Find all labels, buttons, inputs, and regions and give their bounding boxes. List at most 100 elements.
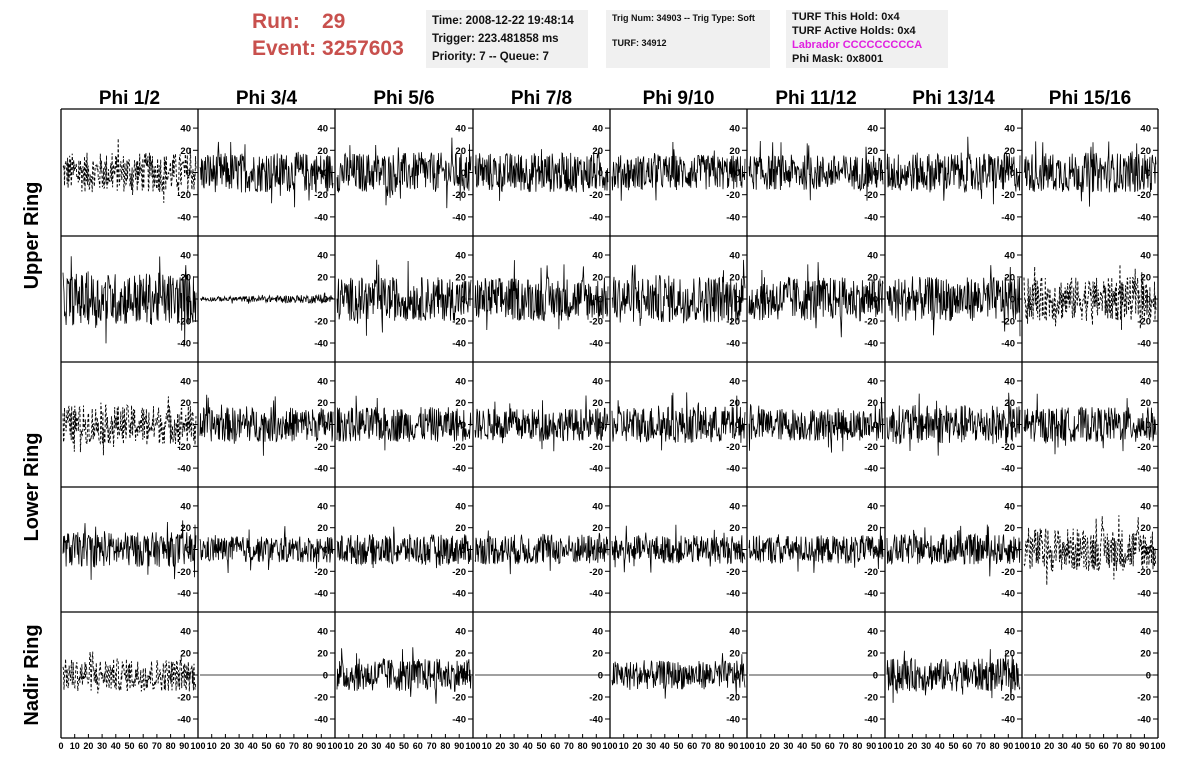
- waveform-trace: [199, 141, 334, 208]
- y-tick-label: -40: [177, 212, 191, 223]
- y-tick-label: -40: [726, 212, 740, 223]
- x-tick-label: 20: [83, 741, 93, 751]
- x-tick-label: 80: [990, 741, 1000, 751]
- y-tick-label: -20: [864, 190, 878, 201]
- x-tick-label: 100: [739, 741, 754, 751]
- y-tick-label: -40: [177, 339, 191, 350]
- waveform-trace: [748, 526, 884, 573]
- x-tick-label: 100: [1150, 741, 1165, 751]
- y-tick-label: 40: [180, 627, 191, 638]
- waveform-trace: [336, 395, 472, 451]
- y-tick-label: 40: [455, 627, 466, 638]
- waveform-panel: 40 20 0 -20 -40: [611, 251, 747, 350]
- x-tick-label: 60: [962, 741, 972, 751]
- waveform-trace: [474, 149, 609, 201]
- x-tick-label: 90: [1139, 741, 1149, 751]
- waveform-panel: 40 20 0 -20 -40: [200, 251, 335, 350]
- x-tick-label: 20: [495, 741, 505, 751]
- x-tick-label: 70: [976, 741, 986, 751]
- y-tick-label: -20: [1137, 693, 1151, 704]
- y-tick-label: 40: [455, 376, 466, 387]
- y-tick-label: 40: [592, 501, 603, 512]
- column-header: Phi 5/6: [373, 88, 434, 109]
- y-tick-label: -40: [589, 339, 603, 350]
- y-tick-label: 0: [323, 168, 328, 179]
- waveform-trace: [199, 526, 334, 574]
- y-tick-label: 20: [317, 649, 328, 660]
- waveform-panel: 40 20 0 -20 -40: [62, 501, 198, 600]
- run-label: Run:: [252, 10, 300, 33]
- y-tick-label: -40: [177, 715, 191, 726]
- x-tick-label: 80: [715, 741, 725, 751]
- y-tick-label: 40: [729, 627, 740, 638]
- x-tick-label: 70: [289, 741, 299, 751]
- column-header: Phi 7/8: [511, 88, 572, 109]
- x-tick-label: 80: [440, 741, 450, 751]
- waveform-trace: [886, 649, 1021, 703]
- y-tick-label: 0: [186, 545, 191, 556]
- y-tick-label: -20: [452, 567, 466, 578]
- x-tick-label: 60: [825, 741, 835, 751]
- waveform-panel: 40 20 0 -20 -40: [886, 627, 1022, 726]
- y-tick-label: 0: [1146, 420, 1151, 431]
- y-tick-label: 0: [1010, 420, 1015, 431]
- waveform-trace: [62, 256, 197, 345]
- x-tick-label: 30: [921, 741, 931, 751]
- x-tick-label: 70: [701, 741, 711, 751]
- waveform-trace: [1023, 264, 1157, 330]
- y-tick-label: -20: [589, 317, 603, 328]
- y-tick-label: 20: [867, 273, 878, 284]
- y-tick-label: 0: [323, 545, 328, 556]
- waveform-trace: [748, 397, 884, 453]
- waveform-trace: [611, 653, 746, 699]
- column-header: Phi 3/4: [236, 88, 298, 109]
- y-tick-label: -20: [314, 693, 328, 704]
- y-tick-label: 20: [1140, 398, 1151, 409]
- waveform-trace: [474, 260, 609, 331]
- y-tick-label: 0: [735, 295, 740, 306]
- y-tick-label: 0: [1146, 545, 1151, 556]
- x-tick-label: 80: [166, 741, 176, 751]
- y-tick-label: -40: [1001, 339, 1015, 350]
- y-tick-label: 40: [1140, 251, 1151, 262]
- x-tick-label: 50: [1085, 741, 1095, 751]
- y-tick-label: 0: [186, 671, 191, 682]
- y-tick-label: -40: [314, 339, 328, 350]
- y-tick-label: 0: [735, 671, 740, 682]
- y-tick-label: 20: [867, 649, 878, 660]
- y-tick-label: -40: [864, 339, 878, 350]
- y-tick-label: -40: [1137, 589, 1151, 600]
- x-tick-label: 10: [1031, 741, 1041, 751]
- x-tick-label: 80: [303, 741, 313, 751]
- waveform-panel: 40 20 0 -20 -40: [1023, 124, 1158, 223]
- y-tick-label: -40: [452, 464, 466, 475]
- x-tick-label: 90: [591, 741, 601, 751]
- x-tick-label: 30: [234, 741, 244, 751]
- waveform-panel: 40 20 0 -20 -40: [199, 376, 335, 475]
- y-tick-label: -40: [864, 589, 878, 600]
- x-tick-label: 50: [124, 741, 134, 751]
- waveform-trace: [62, 651, 197, 694]
- y-tick-label: 20: [317, 146, 328, 157]
- phi-mask-text: Phi Mask: 0x8001: [792, 53, 884, 65]
- y-tick-label: -20: [452, 442, 466, 453]
- y-tick-label: -40: [726, 339, 740, 350]
- waveform-trace: [611, 392, 746, 451]
- y-tick-label: 0: [1010, 671, 1015, 682]
- y-tick-label: -20: [1001, 190, 1015, 201]
- y-tick-label: 0: [186, 168, 191, 179]
- y-tick-label: -40: [452, 212, 466, 223]
- y-tick-label: 0: [1010, 168, 1015, 179]
- y-tick-label: -20: [864, 442, 878, 453]
- y-tick-label: -40: [589, 715, 603, 726]
- waveform-trace: [62, 138, 197, 203]
- x-tick-label: 100: [877, 741, 892, 751]
- y-tick-label: 0: [323, 295, 328, 306]
- y-tick-label: -20: [314, 317, 328, 328]
- waveform-panel: 40 20 0 -20 -40: [336, 124, 473, 223]
- y-tick-label: 20: [1004, 523, 1015, 534]
- y-tick-label: -20: [1137, 442, 1151, 453]
- y-tick-label: 40: [867, 501, 878, 512]
- waveform-panel: 40 20 0 -20 -40: [611, 627, 747, 726]
- y-tick-label: -40: [177, 464, 191, 475]
